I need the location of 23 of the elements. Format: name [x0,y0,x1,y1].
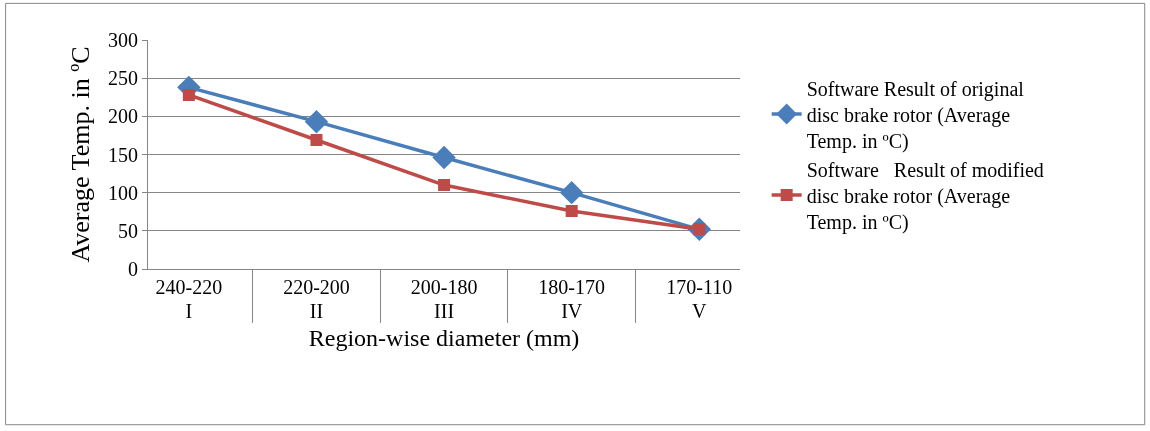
category-label: 200-180 III [410,276,478,322]
category-label: 220-200 II [283,276,350,322]
point [182,88,195,101]
point [565,204,578,217]
x-axis-title: Region-wise diameter (mm) [308,325,580,352]
legend-label: Software Result of original disc brake rotor (Average Temp. in ºC) [806,77,1025,153]
y-tick-label: 250 [108,67,138,90]
y-tick-label: 50 [118,219,138,242]
legend-label: Software Result of modified disc brake rotor (Average Temp. in ºC) [806,158,1044,234]
y-tick-label: 300 [108,29,138,51]
y-tick-label: 100 [108,181,138,204]
point [432,145,456,170]
category-label: 180-170 IV [538,276,606,322]
y-tick-label: 200 [108,105,138,128]
y-tick-label: 0 [128,258,138,280]
point [559,180,584,205]
point [304,109,329,134]
y-tick-label: 150 [108,143,138,166]
point [438,179,451,192]
y-axis-title: Average Temp. in ºC [66,46,96,263]
category-label: 170-110 V [666,276,733,322]
category-label: 240-220 I [155,276,223,322]
point [310,134,323,146]
